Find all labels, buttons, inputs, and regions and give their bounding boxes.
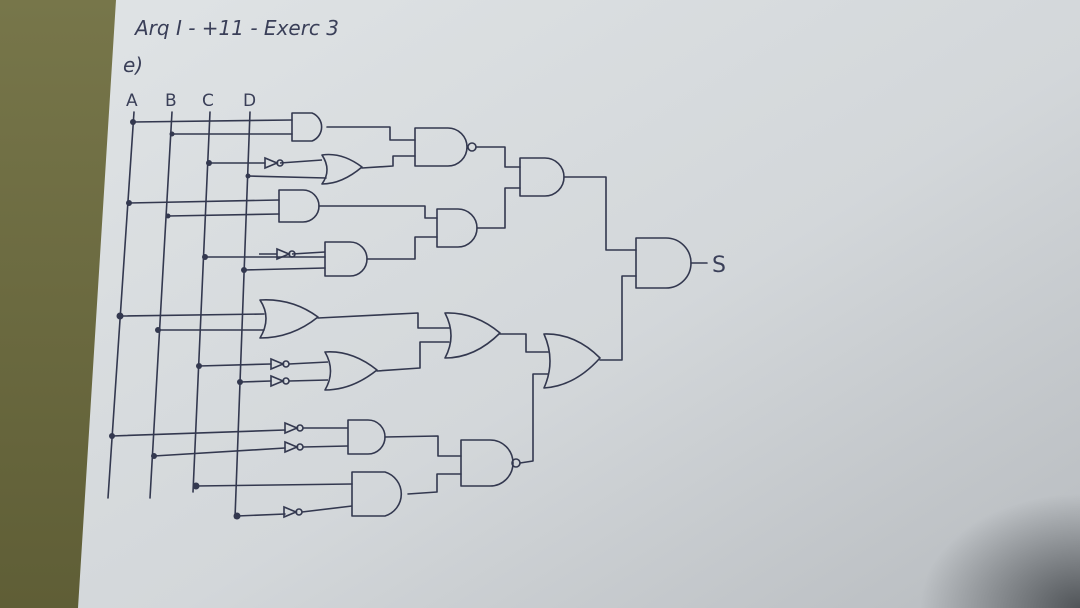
output-label-s: S <box>712 253 726 278</box>
junction-dot <box>109 433 115 439</box>
wire-inv4-g6 <box>288 379 329 382</box>
wire-g14-g15 <box>599 275 637 361</box>
junction-dot <box>169 131 175 137</box>
nand-gate-9 <box>414 127 468 167</box>
junction-dot <box>196 363 202 369</box>
input-label-a: A <box>126 91 138 111</box>
or-gate-6 <box>324 351 378 391</box>
wire-g8-g12 <box>407 473 462 495</box>
wire-c-inv3 <box>198 363 272 367</box>
junction-dot <box>241 267 247 273</box>
and-gate-4 <box>324 241 368 277</box>
wire-inv7-g8 <box>301 505 353 513</box>
wire-g10-g13 <box>476 187 521 229</box>
junction-dot <box>151 453 157 459</box>
or-gate-14 <box>543 333 601 389</box>
wire-g13-g15 <box>563 176 637 251</box>
junction-dot <box>155 327 161 333</box>
wire-g1-g9 <box>326 126 416 141</box>
junction-dot <box>130 119 136 125</box>
junction-dot <box>192 482 200 490</box>
input-label-c: C <box>202 91 214 111</box>
wire-g3-g10 <box>318 205 438 219</box>
input-label-b: B <box>165 91 177 111</box>
wire-g7-g12 <box>384 435 462 457</box>
junction-dot <box>165 213 171 219</box>
wire-d-g4 <box>243 267 326 271</box>
and-gate-7 <box>347 419 386 455</box>
wire-inv6-g7 <box>302 445 349 448</box>
junction-dot <box>233 512 241 520</box>
and-gate-1 <box>291 112 323 142</box>
exercise-item-label: e) <box>123 53 143 77</box>
and-gate-3 <box>278 189 320 223</box>
wire-g9-g13 <box>475 146 521 168</box>
bus-line-c <box>192 111 211 493</box>
wire-d-inv4 <box>239 380 272 383</box>
bus-line-b <box>149 111 173 499</box>
input-label-d: D <box>243 91 256 111</box>
wire-d-inv7 <box>236 513 286 517</box>
or-gate-5 <box>259 299 319 339</box>
junction-dot <box>245 173 251 179</box>
wire-inv1-g2 <box>279 159 323 164</box>
wire-a-g5 <box>119 313 265 317</box>
junction-dot <box>206 160 212 166</box>
wire-inv3-g6 <box>288 361 329 365</box>
or-gate-2 <box>321 153 363 185</box>
junction-dots <box>109 119 251 520</box>
wire-a-g1 <box>132 119 293 123</box>
wire-b-g3 <box>167 213 280 217</box>
and-gate-8 <box>351 471 403 517</box>
wire-g5-g11 <box>317 312 450 329</box>
wire-inv2-g4 <box>291 251 326 255</box>
wire-g2-g9 <box>361 155 416 169</box>
wire-a-inv5 <box>111 429 286 437</box>
junction-dot <box>116 312 124 320</box>
wire-g6-g11 <box>376 341 450 372</box>
wire-g12-g14 <box>519 373 549 464</box>
wire-b-inv6 <box>153 447 286 457</box>
junction-dot <box>237 379 243 385</box>
or-gate-11 <box>444 312 501 359</box>
junction-dot <box>202 254 208 260</box>
wire-a-g3 <box>128 199 280 204</box>
and-gate-10 <box>436 208 478 248</box>
and-gate-13 <box>519 157 565 197</box>
wire-c-g8 <box>195 483 353 487</box>
wire-g11-g14 <box>499 333 549 353</box>
exercise-title: Arq I - +11 - Exerc 3 <box>133 16 339 40</box>
junction-dot <box>126 200 132 206</box>
and-gate-15 <box>635 237 692 289</box>
paper-shadow <box>760 380 1080 608</box>
wire-g4-g10 <box>366 236 438 260</box>
wire-d-g2 <box>247 175 327 179</box>
